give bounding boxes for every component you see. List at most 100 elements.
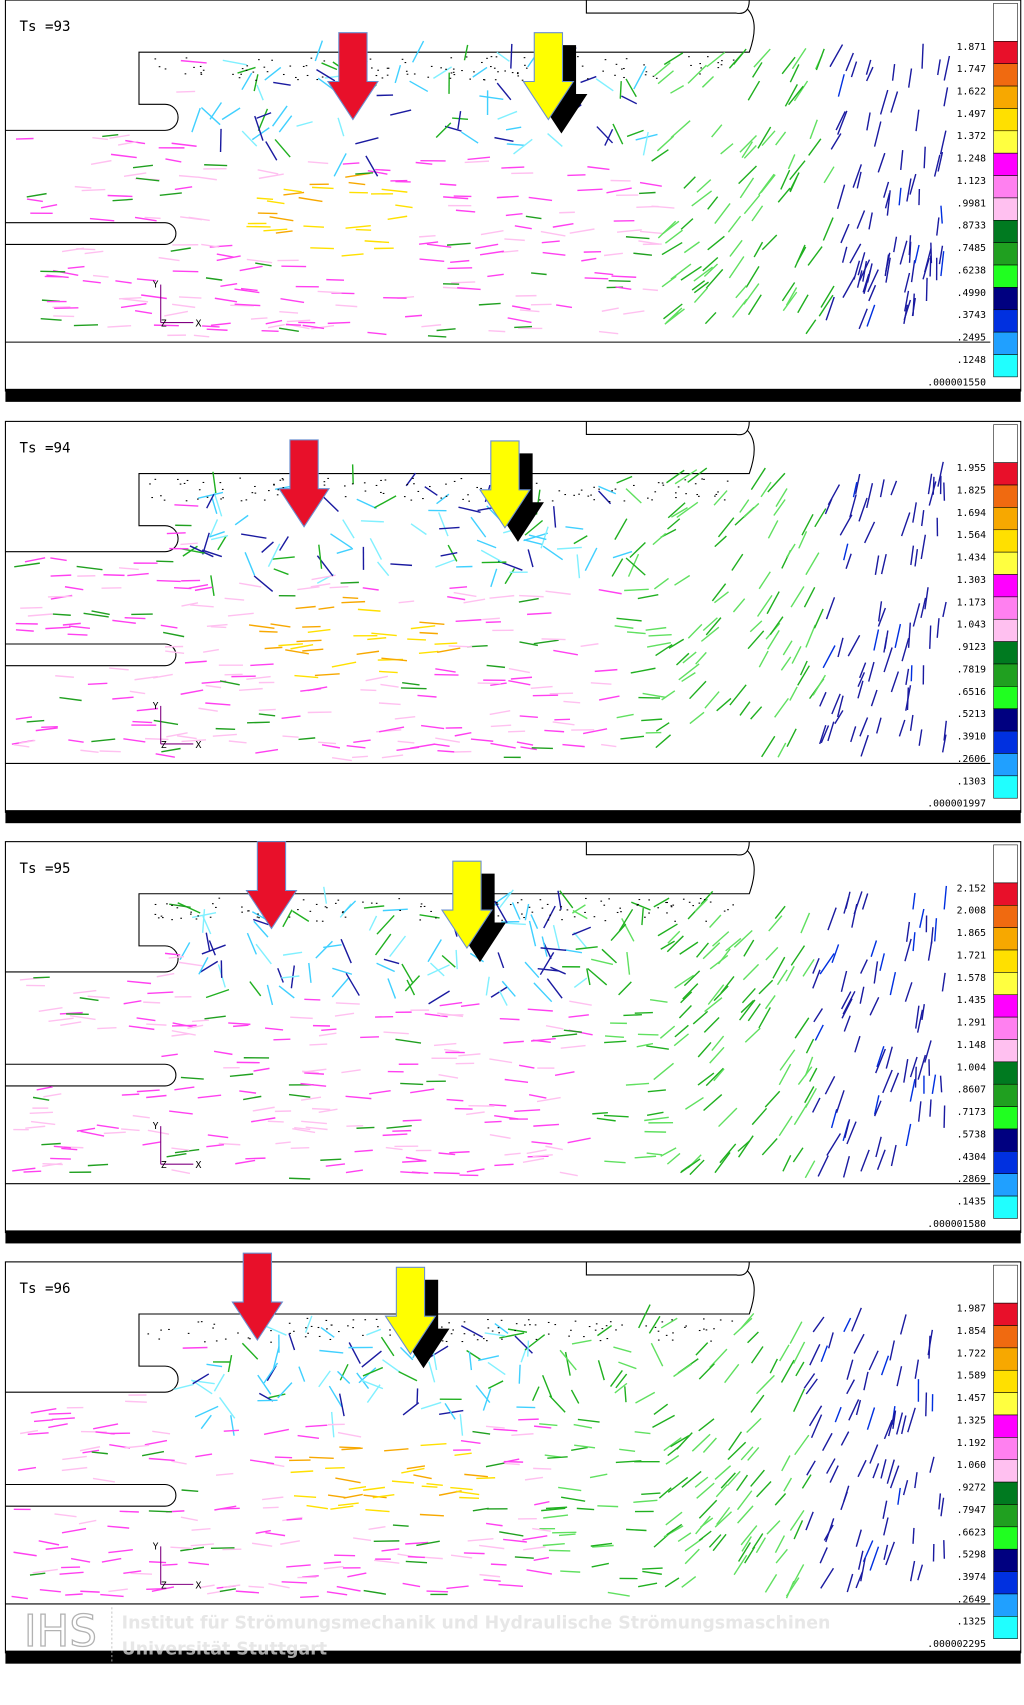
velocity-vector (289, 1177, 311, 1180)
velocity-vector (409, 80, 429, 93)
wall (585, 841, 750, 856)
velocity-vector (582, 728, 608, 735)
velocity-vector (519, 594, 544, 598)
velocity-vector (775, 131, 787, 146)
velocity-vector (576, 554, 581, 579)
velocity-vector (598, 330, 619, 335)
velocity-vector (30, 1120, 56, 1126)
velocity-vector (20, 606, 43, 609)
velocity-vector (211, 498, 218, 515)
velocity-vector (641, 908, 644, 926)
velocity-vector (283, 188, 302, 193)
panel-frame (4, 841, 1022, 1234)
velocity-vector (649, 999, 668, 1003)
velocity-vector (822, 217, 834, 241)
velocity-vector (438, 512, 449, 537)
velocity-vector (614, 518, 628, 541)
velocity-vector (259, 630, 278, 633)
velocity-vector (504, 1152, 521, 1156)
velocity-vector (691, 190, 713, 207)
velocity-vector (342, 162, 360, 165)
velocity-vector (257, 108, 269, 132)
velocity-vector (799, 660, 808, 676)
velocity-vector (916, 1009, 924, 1033)
velocity-vector (410, 625, 436, 630)
velocity-vector (428, 990, 450, 1005)
velocity-vector (410, 523, 427, 536)
velocity-vector (876, 1046, 885, 1068)
velocity-vector (424, 486, 438, 496)
velocity-vector (528, 196, 553, 202)
velocity-vector (206, 1143, 224, 1148)
velocity-vector (733, 930, 753, 948)
velocity-vector (365, 675, 389, 682)
velocity-vector (904, 290, 910, 312)
velocity-vector (780, 169, 791, 190)
velocity-vector (812, 1316, 825, 1333)
velocity-vector (389, 935, 407, 958)
velocity-vector (761, 234, 778, 251)
velocity-vector (656, 135, 675, 152)
velocity-vector (790, 586, 805, 608)
velocity-vector (256, 112, 272, 119)
velocity-vector (576, 1507, 595, 1511)
velocity-vector (494, 1115, 519, 1120)
velocity-vector (825, 296, 835, 321)
velocity-vector (552, 924, 561, 951)
velocity-vector (679, 941, 699, 955)
velocity-vector (610, 923, 627, 942)
velocity-vector (735, 285, 747, 299)
velocity-vector (129, 690, 146, 695)
velocity-vector (687, 64, 707, 84)
velocity-vector (744, 1027, 761, 1043)
velocity-vector (541, 936, 548, 957)
legend-swatch (993, 1061, 1018, 1085)
velocity-vector (827, 907, 837, 931)
velocity-vector (531, 1141, 553, 1145)
velocity-vector (355, 228, 372, 231)
velocity-vector (843, 1317, 852, 1333)
velocity-vector (714, 203, 731, 224)
velocity-vector (62, 622, 81, 626)
velocity-vector (266, 200, 285, 205)
velocity-vector (756, 594, 773, 617)
velocity-vector (573, 931, 587, 948)
velocity-vector (477, 506, 495, 512)
velocity-vector (927, 940, 933, 961)
velocity-vector (464, 1473, 488, 1478)
velocity-vector (429, 962, 445, 977)
velocity-vector (563, 1029, 582, 1033)
velocity-vector (356, 498, 377, 510)
velocity-vector (174, 504, 199, 507)
velocity-vector (573, 977, 588, 989)
velocity-vector (355, 172, 373, 175)
velocity-vector (789, 1510, 805, 1531)
velocity-vector (253, 920, 269, 938)
velocity-vector (288, 1333, 296, 1351)
velocity-vector (549, 1395, 566, 1413)
velocity-vector (190, 604, 214, 608)
velocity-vector (451, 281, 476, 284)
velocity-vector (334, 1012, 355, 1017)
velocity-vector (837, 74, 845, 97)
velocity-vector (642, 1570, 662, 1575)
velocity-vector (201, 243, 220, 248)
velocity-vector (458, 1053, 481, 1057)
velocity-vector (691, 280, 706, 291)
velocity-vector (780, 1359, 795, 1383)
velocity-vector (843, 896, 850, 914)
velocity-vector (661, 241, 683, 256)
legend-label: 1.955 (957, 463, 987, 474)
velocity-vector (306, 1504, 329, 1510)
velocity-vector (508, 667, 531, 674)
velocity-vector (303, 225, 324, 228)
legend-label: 1.825 (957, 485, 987, 496)
time-step-label: Ts =95 (20, 861, 71, 877)
velocity-vector (321, 62, 338, 71)
velocity-vector (794, 1434, 810, 1456)
velocity-vector (625, 78, 637, 98)
velocity-vector (906, 178, 912, 202)
legend-label: 1.173 (957, 597, 987, 608)
velocity-vector (522, 1535, 548, 1541)
velocity-vector (633, 252, 653, 256)
